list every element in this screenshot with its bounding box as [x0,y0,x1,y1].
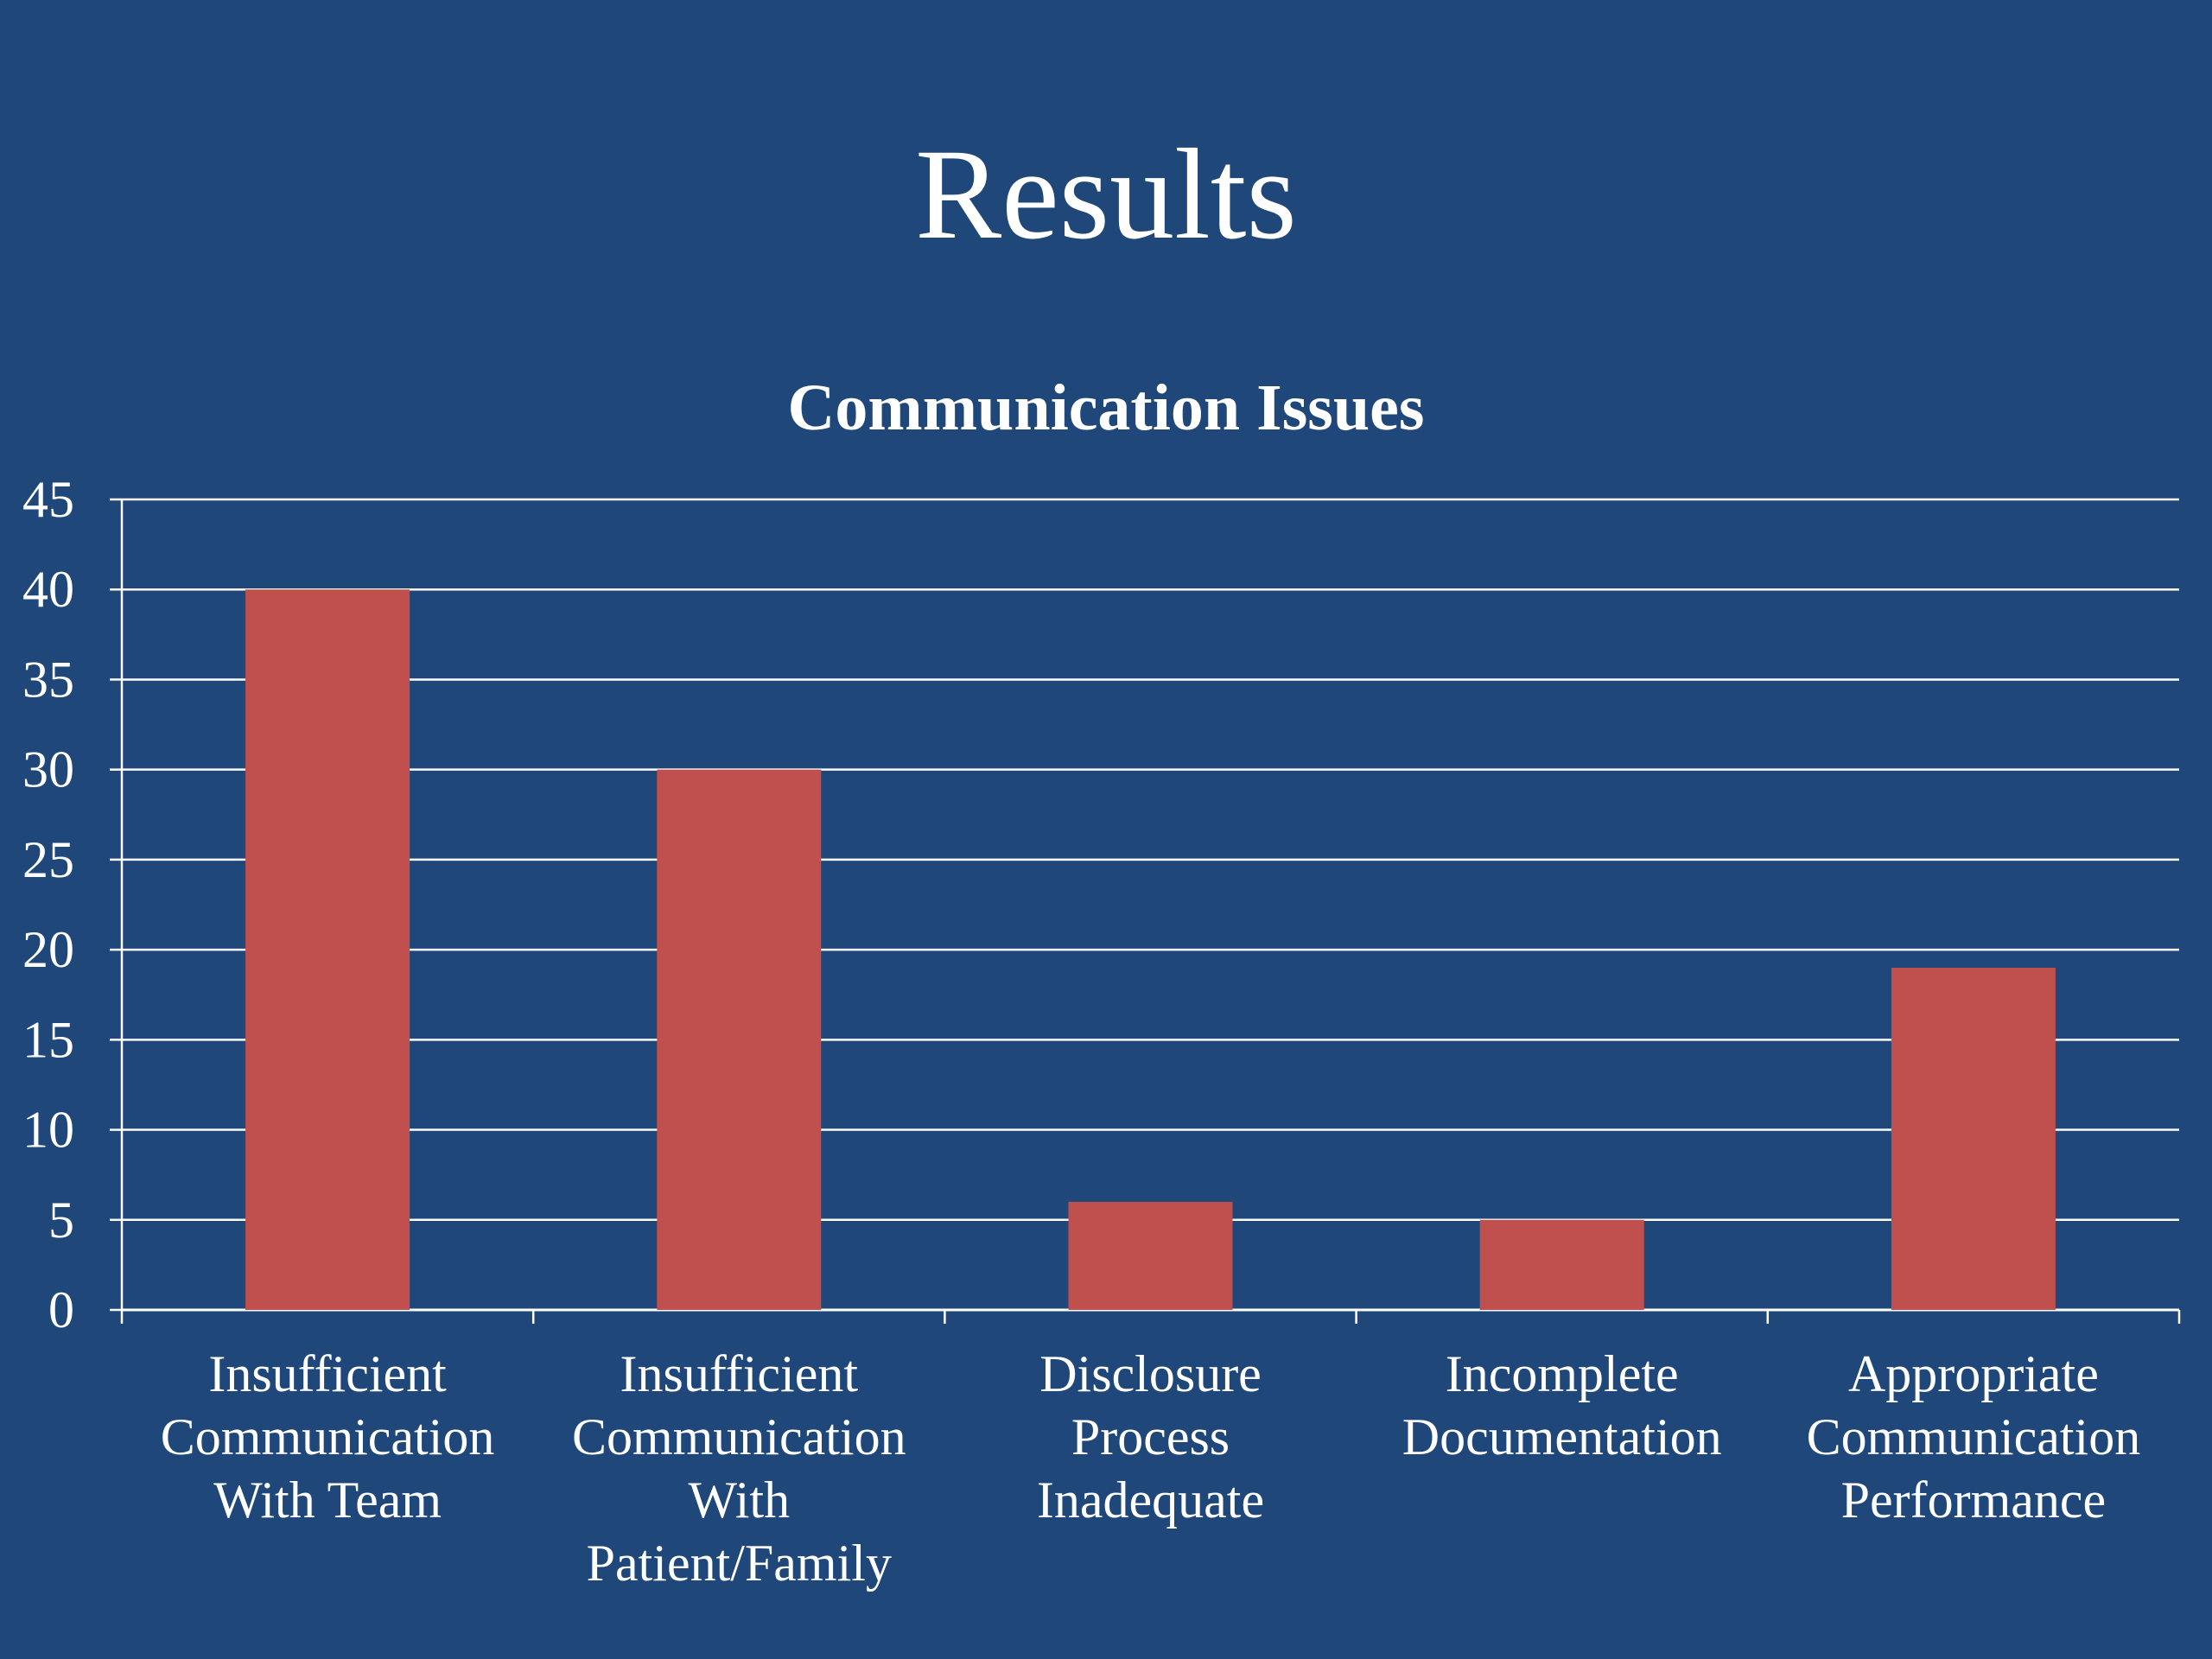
x-category-label: Communication [1807,1408,2141,1465]
x-category-label: Appropriate [1848,1345,2099,1402]
y-tick-label: 0 [48,1281,74,1338]
slide-title: Results [915,123,1297,266]
chart-title: Communication Issues [788,372,1425,444]
bar [1479,1219,1644,1310]
y-tick-label: 30 [22,741,74,798]
x-category-label: Inadequate [1037,1471,1264,1529]
y-tick-label: 40 [22,561,74,618]
x-category-label: Process [1071,1408,1230,1465]
x-category-label: Patient/Family [587,1535,892,1592]
y-tick-label: 35 [22,651,74,708]
bar [1891,967,2056,1310]
y-tick-label: 15 [22,1011,74,1068]
x-category-label: Communication [161,1408,495,1465]
bar [657,769,822,1310]
x-category-label: With [689,1471,791,1529]
y-tick-label: 25 [22,831,74,888]
x-category-label: Documentation [1402,1408,1722,1465]
x-category-label: Incomplete [1446,1345,1679,1402]
x-category-label: Communication [572,1408,906,1465]
x-category-label: Disclosure [1039,1345,1262,1402]
y-tick-label: 45 [22,471,74,528]
bar [245,589,410,1310]
y-tick-label: 20 [22,921,74,978]
x-category-label: With Team [213,1471,442,1529]
x-category-label: Insufficient [208,1345,447,1402]
x-category-label: Insufficient [620,1345,859,1402]
y-tick-label: 10 [22,1102,74,1159]
y-tick-label: 5 [48,1192,74,1249]
x-category-label: Performance [1841,1471,2107,1529]
bar [1068,1201,1233,1310]
